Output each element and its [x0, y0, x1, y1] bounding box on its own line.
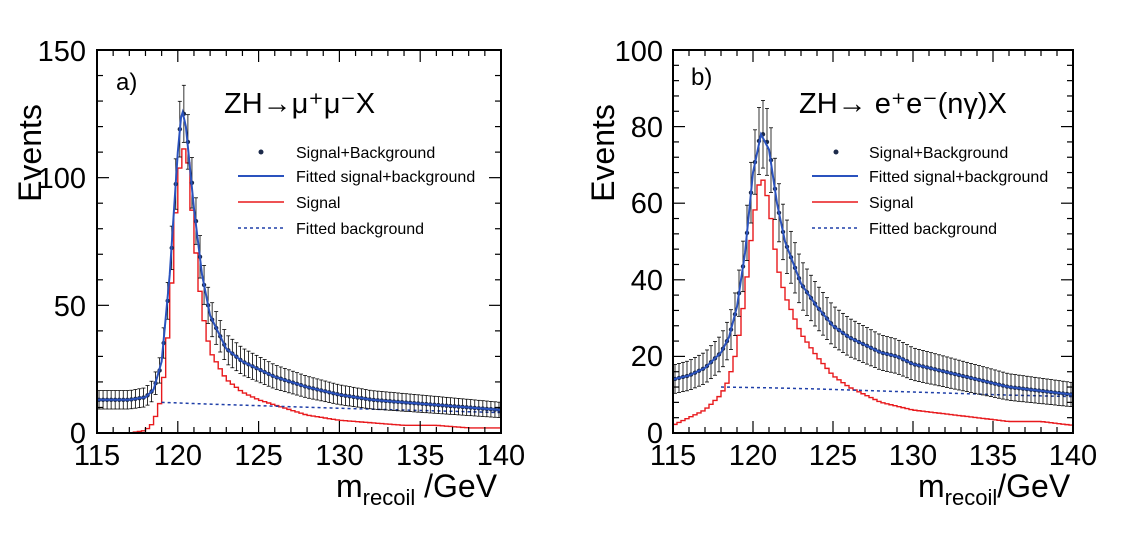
panel-a-legend-label-3: Fitted background: [296, 221, 424, 238]
panel-b-frame: [672, 49, 1074, 434]
panel-b-y-axis-label: Events: [585, 104, 621, 202]
panel-b-legend-label-3: Fitted background: [869, 221, 997, 238]
panel-a-fit-line: [97, 108, 502, 412]
panel-a-x-label-sub: recoil: [363, 485, 416, 510]
panel-b-x-label-main: m: [918, 468, 945, 504]
panel-a-background-fit-line: [161, 401, 502, 414]
panel-a: 0 50 100 150 115 120 125 130 135 140 Eve…: [12, 36, 525, 510]
panel-b-legend-label-0: Signal+Background: [869, 145, 1008, 162]
panel-b-ytick-100: 100: [615, 36, 663, 68]
panel-b-ytick-20: 20: [631, 341, 663, 373]
panel-a-y-axis-label: Events: [12, 104, 48, 202]
panel-a-x-label-main: m: [336, 468, 363, 504]
panel-a-title-pre: ZH: [224, 88, 263, 120]
panel-b-xtick-140: 140: [1049, 440, 1097, 472]
panel-b-legend: Signal+Background Fitted signal+backgrou…: [812, 145, 1048, 238]
panel-b-background-fit-line: [720, 386, 1074, 398]
panel-a-xtick-130: 130: [315, 440, 363, 472]
panel-b-title-post: e⁺e⁻(nγ)X: [867, 88, 1007, 120]
panel-a-ytick-100: 100: [38, 163, 86, 195]
panel-b-xtick-135: 135: [969, 440, 1017, 472]
panel-a-ytick-0: 0: [70, 418, 86, 450]
panel-a-xtick-135: 135: [396, 440, 444, 472]
panel-a-x-axis-label: mrecoil /GeV: [336, 468, 498, 510]
panel-a-xtick-125: 125: [234, 440, 282, 472]
panel-a-signal-histogram: [97, 148, 501, 434]
panel-b-title-pre: ZH: [799, 88, 838, 120]
panel-b-ytick-0: 0: [647, 418, 663, 450]
panel-b-xtick-130: 130: [889, 440, 937, 472]
panel-b-tick-marks: [672, 49, 1074, 434]
panel-b-ytick-80: 80: [631, 112, 663, 144]
panel-a-title-post: μ⁺μ⁻X: [292, 88, 375, 120]
panel-a-legend-label-0: Signal+Background: [296, 145, 435, 162]
panel-b-legend-marker: [833, 149, 839, 155]
panel-a-plot-layer: [96, 84, 502, 434]
panel-b-x-label-unit: /GeV: [997, 468, 1071, 504]
panel-b-legend-label-2: Signal: [869, 195, 913, 212]
panel-b-legend-label-1: Fitted signal+background: [869, 169, 1048, 186]
panel-a-ytick-150: 150: [38, 36, 86, 68]
panel-a-legend: Signal+Background Fitted signal+backgrou…: [238, 145, 475, 238]
panel-a-x-label-unit: /GeV: [415, 468, 497, 504]
panel-b: 0 20 40 60 80 100 115 120 125 130 135 14…: [585, 36, 1097, 510]
panel-b-title-arrow: →: [838, 88, 867, 120]
panel-a-legend-label-2: Signal: [296, 195, 340, 212]
panel-a-ytick-50: 50: [54, 291, 86, 323]
panel-a-title-arrow: →: [263, 88, 292, 120]
panel-b-fit-line: [672, 131, 1074, 396]
panel-b-x-label-sub: recoil: [945, 485, 998, 510]
panel-a-tag: a): [116, 69, 137, 96]
panel-b-xtick-115: 115: [650, 440, 696, 472]
panel-b-ytick-40: 40: [631, 265, 663, 297]
panel-a-legend-marker: [258, 149, 264, 155]
panel-b-ytick-60: 60: [631, 188, 663, 220]
panel-a-legend-label-1: Fitted signal+background: [296, 169, 475, 186]
panel-a-process-title: ZH→μ⁺μ⁻X: [224, 88, 375, 120]
panel-b-process-title: ZH→ e⁺e⁻(nγ)X: [799, 88, 1007, 120]
panel-b-xtick-125: 125: [809, 440, 857, 472]
panel-a-xtick-140: 140: [477, 440, 525, 472]
panel-b-tag: b): [691, 64, 712, 91]
panel-a-tick-marks: [96, 49, 502, 434]
panel-a-xtick-115: 115: [74, 440, 120, 472]
panel-a-xtick-120: 120: [154, 440, 202, 472]
panel-b-x-axis-label: mrecoil/GeV: [918, 468, 1071, 510]
panel-b-xtick-120: 120: [729, 440, 777, 472]
panel-b-plot-layer: [672, 100, 1074, 426]
panel-a-frame: [96, 49, 502, 434]
